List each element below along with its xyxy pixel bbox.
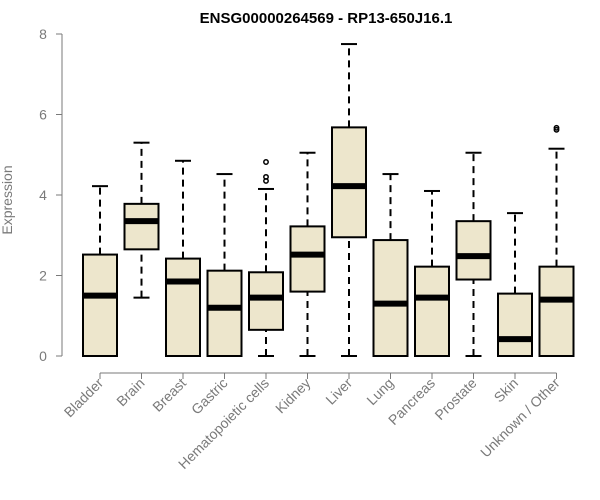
x-tick-label: Lung xyxy=(363,375,396,408)
y-tick-label: 4 xyxy=(39,187,47,203)
outlier-point xyxy=(263,159,269,165)
box-kidney xyxy=(289,151,326,357)
iqr-box xyxy=(331,126,367,239)
y-tick-label: 0 xyxy=(39,348,47,364)
box-skin xyxy=(497,212,533,357)
axes: 0 2 4 6 8 xyxy=(39,26,557,374)
y-tick-label: 6 xyxy=(39,107,47,123)
outlier-point xyxy=(263,173,269,180)
x-tick-label: Breast xyxy=(149,375,189,415)
box-breast xyxy=(165,159,201,357)
boxes-group xyxy=(82,43,575,358)
outlier-point xyxy=(553,126,560,133)
box-brain xyxy=(123,141,160,299)
y-tick-label: 2 xyxy=(39,268,47,284)
x-tick-label: Skin xyxy=(491,375,522,406)
iqr-box xyxy=(123,202,160,251)
x-tick-label: Bladder xyxy=(61,375,107,421)
iqr-box xyxy=(538,265,575,357)
iqr-box xyxy=(248,271,284,331)
x-tick-label: Liver xyxy=(322,375,355,408)
iqr-box xyxy=(372,239,409,357)
box-gastric xyxy=(206,173,243,358)
iqr-box xyxy=(497,292,533,357)
box-prostate xyxy=(455,151,492,357)
iqr-box xyxy=(455,220,492,281)
iqr-box xyxy=(414,265,450,357)
box-pancreas xyxy=(414,189,450,357)
iqr-box xyxy=(82,253,118,358)
x-tick-label: Kidney xyxy=(272,375,314,417)
box-unknown-other xyxy=(538,124,575,357)
outlier-point xyxy=(553,124,560,131)
x-tick-label: Prostate xyxy=(431,375,479,423)
box-lung xyxy=(372,173,409,357)
box-hematopoietic-cells xyxy=(248,159,284,357)
box-bladder xyxy=(82,185,118,358)
iqr-box xyxy=(165,257,201,357)
x-tick-label: Brain xyxy=(113,375,147,409)
iqr-box xyxy=(289,225,326,293)
x-tick-label: Unknown / Other xyxy=(477,375,563,461)
y-axis-label: Expression xyxy=(0,165,15,234)
box-liver xyxy=(331,43,367,357)
chart-title: ENSG00000264569 - RP13-650J16.1 xyxy=(200,10,453,27)
iqr-box xyxy=(206,269,243,358)
y-tick-label: 8 xyxy=(39,26,47,42)
